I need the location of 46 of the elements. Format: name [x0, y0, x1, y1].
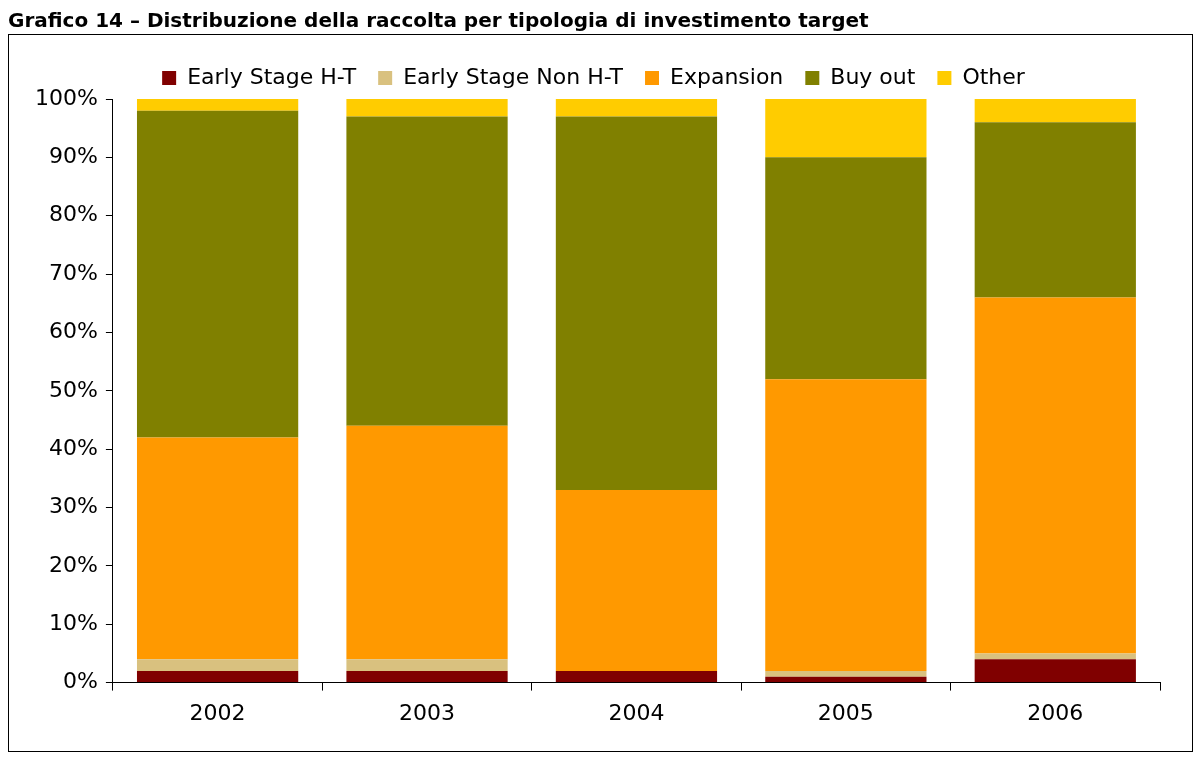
bar	[765, 676, 927, 683]
x-tick-label: 2004	[608, 699, 665, 725]
bar	[346, 425, 508, 660]
legend-label: Early Stage H-T	[187, 63, 357, 89]
y-tick-label: 80%	[48, 201, 98, 227]
legend-label: Expansion	[670, 63, 784, 89]
bar	[346, 116, 508, 426]
y-tick-label: 40%	[48, 434, 98, 460]
bar	[555, 99, 718, 117]
bar	[136, 670, 299, 683]
bar	[346, 99, 508, 117]
bar	[555, 670, 718, 683]
y-tick-label: 100%	[34, 84, 98, 110]
bar	[974, 122, 1136, 298]
y-tick-label: 50%	[48, 376, 98, 402]
legend-label: Other	[962, 63, 1026, 89]
x-tick-label: 2006	[1027, 699, 1084, 725]
chart-title: Grafico 14 – Distribuzione della raccolta per tipologia di investimento target	[8, 8, 870, 32]
bar	[555, 116, 718, 491]
bar	[136, 437, 299, 660]
y-tick-label: 60%	[48, 318, 98, 344]
x-tick-label: 2005	[817, 699, 874, 725]
bar	[974, 297, 1136, 654]
x-tick-label: 2003	[399, 699, 456, 725]
bar	[765, 379, 927, 671]
y-tick-label: 10%	[48, 609, 98, 635]
legend-label: Early Stage Non H-T	[403, 63, 624, 89]
bar	[765, 99, 927, 158]
bar	[555, 490, 718, 671]
bar	[974, 99, 1136, 123]
y-tick-label: 30%	[48, 493, 98, 519]
x-tick-label: 2002	[189, 699, 246, 725]
bar	[136, 99, 299, 111]
bar	[765, 157, 927, 380]
y-tick-label: 20%	[48, 551, 98, 577]
bar	[974, 659, 1136, 683]
bar	[346, 670, 508, 683]
legend-label: Buy out	[830, 63, 916, 89]
bar	[136, 110, 299, 438]
bar	[974, 653, 1136, 660]
y-tick-label: 70%	[48, 259, 98, 285]
bar	[765, 670, 927, 677]
y-tick-label: 90%	[48, 143, 98, 169]
bar	[346, 659, 508, 671]
y-tick-label: 0%	[62, 668, 98, 694]
bar	[136, 659, 299, 671]
